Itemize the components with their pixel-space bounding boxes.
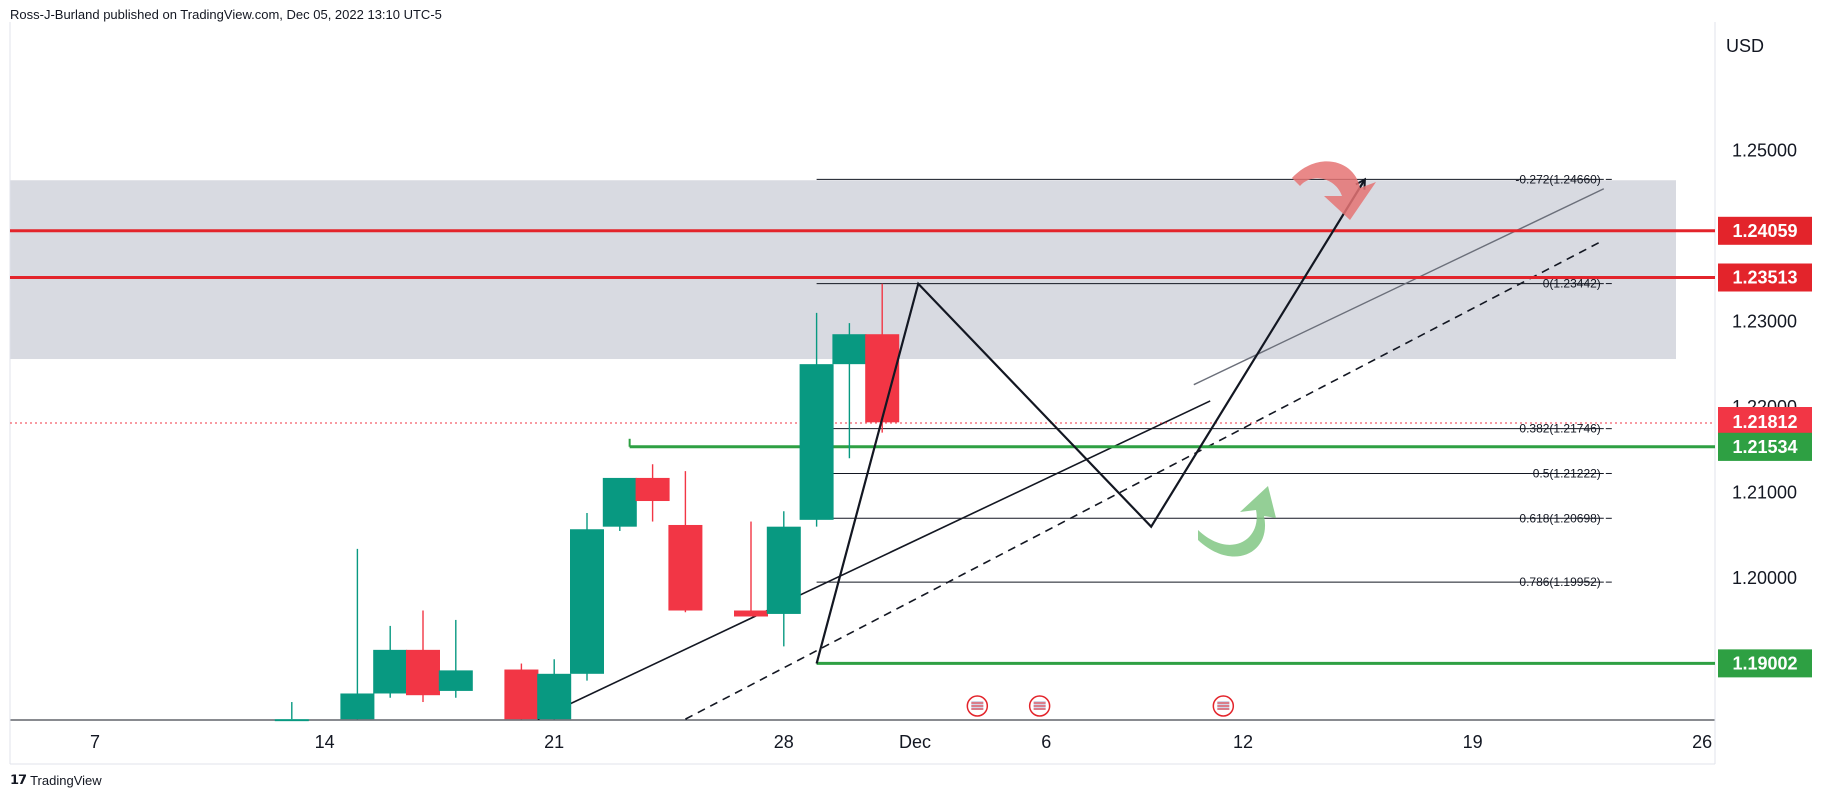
x-tick-label: 7 <box>90 732 100 752</box>
bullish-candle[interactable] <box>438 619 473 698</box>
dashed-trend-line <box>685 239 1605 720</box>
green-curved-arrow-icon <box>1198 486 1276 557</box>
bearish-candle[interactable] <box>865 283 900 433</box>
candle-body <box>635 477 670 502</box>
fib-level-label: -0.272(1.24660) <box>1515 172 1600 186</box>
last-price-tag-text: 1.21812 <box>1732 412 1797 432</box>
candle-body <box>734 610 768 617</box>
x-tick-label: 19 <box>1463 732 1483 752</box>
bullish-candle[interactable] <box>340 548 375 720</box>
x-tick-label: Dec <box>899 732 931 752</box>
bearish-candle[interactable] <box>734 521 768 617</box>
red-curved-arrow-icon <box>1292 161 1376 220</box>
support-price-tag-text: 1.21534 <box>1732 437 1797 457</box>
bearish-candle[interactable] <box>504 663 539 720</box>
tradingview-footer: 𝟭𝟳 TradingView <box>10 772 102 788</box>
fib-level-label: 0.786(1.19952) <box>1519 575 1600 589</box>
bullish-candle[interactable] <box>537 659 572 720</box>
candle-body <box>504 669 539 720</box>
support-price-tag <box>1718 649 1812 678</box>
x-tick-label: 26 <box>1692 732 1712 752</box>
candle-body <box>570 529 604 674</box>
candle-body <box>602 477 637 527</box>
bearish-candle[interactable] <box>635 464 670 522</box>
x-tick-label: 6 <box>1041 732 1051 752</box>
candle-body <box>406 649 440 696</box>
y-tick-label: 1.21000 <box>1732 482 1797 502</box>
bearish-candle[interactable] <box>406 610 440 703</box>
x-tick-label: 21 <box>544 732 564 752</box>
x-tick-label: 28 <box>774 732 794 752</box>
bullish-candle[interactable] <box>602 477 637 531</box>
us-event-flag-icon[interactable] <box>1028 695 1051 717</box>
bearish-candle[interactable] <box>668 471 703 613</box>
fib-level-label: 0(1.23442) <box>1543 277 1601 291</box>
projection-arrow-path <box>815 180 1365 664</box>
us-event-flag-icon[interactable] <box>1212 695 1235 717</box>
trend-line <box>1193 188 1605 386</box>
trend-line <box>537 400 1211 720</box>
resistance-price-tag <box>1718 263 1812 292</box>
candle-body <box>766 526 801 614</box>
resistance-price-tag <box>1718 216 1812 245</box>
bullish-candle[interactable] <box>766 511 801 647</box>
candle-body <box>373 649 408 694</box>
candle-body <box>274 719 309 722</box>
footer-brand: TradingView <box>30 772 102 788</box>
resistance-price-tag-text: 1.23513 <box>1732 268 1797 288</box>
candle-body <box>832 334 867 365</box>
y-tick-label: 1.20000 <box>1732 568 1797 588</box>
tradingview-logo-icon: 𝟭𝟳 <box>10 772 27 787</box>
x-tick-label: 12 <box>1233 732 1253 752</box>
currency-label: USD <box>1726 36 1764 56</box>
bullish-candle[interactable] <box>570 512 604 681</box>
candle-body <box>668 524 703 611</box>
x-tick-label: 14 <box>315 732 335 752</box>
publisher-header: Ross-J-Burland published on TradingView.… <box>10 7 442 22</box>
candle-body <box>799 364 834 520</box>
bullish-candle[interactable] <box>799 312 834 527</box>
candle-body <box>537 673 572 720</box>
bullish-candle[interactable] <box>832 323 867 459</box>
y-tick-label: 1.25000 <box>1732 140 1797 160</box>
fib-level-label: 0.5(1.21222) <box>1533 466 1601 480</box>
fib-level-label: 0.382(1.21746) <box>1519 422 1600 436</box>
us-event-flag-icon[interactable] <box>966 695 989 717</box>
support-price-tag-text: 1.19002 <box>1732 653 1797 673</box>
support-price-tag <box>1718 432 1812 461</box>
resistance-zone <box>10 180 1676 360</box>
candle-body <box>340 693 375 720</box>
resistance-price-tag-text: 1.24059 <box>1732 221 1797 241</box>
y-tick-label: 1.23000 <box>1732 311 1797 331</box>
candle-body <box>438 670 473 691</box>
bullish-candle[interactable] <box>274 702 309 722</box>
bullish-candle[interactable] <box>373 625 408 698</box>
fib-level-label: 0.618(1.20698) <box>1519 511 1600 525</box>
